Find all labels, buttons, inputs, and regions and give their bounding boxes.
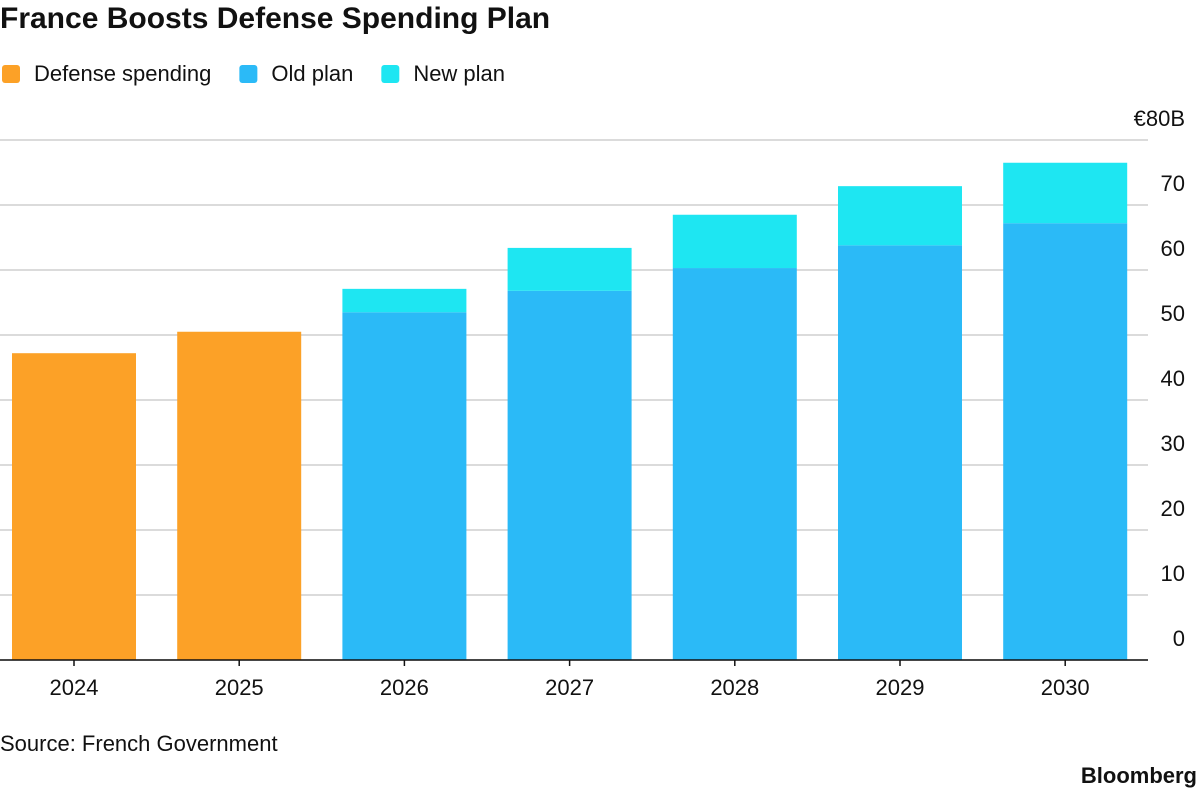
- bar-segment: [672, 214, 797, 269]
- x-tick-label: 2024: [50, 675, 99, 700]
- y-tick-label: 50: [1161, 301, 1185, 326]
- legend-label: Old plan: [271, 61, 353, 86]
- bar-segment: [342, 288, 467, 313]
- brand: Bloomberg: [1081, 763, 1197, 788]
- bar-segment: [507, 290, 632, 660]
- legend-swatch: [239, 65, 258, 83]
- bar-segment: [1003, 223, 1128, 660]
- bar-segment: [1003, 162, 1128, 224]
- y-tick-label: 10: [1161, 561, 1185, 586]
- chart-title: France Boosts Defense Spending Plan: [0, 2, 550, 35]
- y-tick-label: 30: [1161, 431, 1185, 456]
- source: Source: French Government: [0, 731, 278, 756]
- legend-label: Defense spending: [34, 61, 211, 86]
- y-tick-label: 60: [1161, 236, 1185, 261]
- y-tick-label: 0: [1173, 626, 1185, 651]
- y-tick-label: 20: [1161, 496, 1185, 521]
- x-tick-label: 2029: [876, 675, 925, 700]
- y-tick-label: 40: [1161, 366, 1185, 391]
- legend-swatch: [2, 65, 20, 83]
- bar-segment: [838, 245, 962, 661]
- bar-segment: [672, 268, 797, 660]
- legend-swatch: [381, 65, 400, 83]
- y-tick-label: €80B: [1134, 106, 1185, 131]
- legend-label: New plan: [413, 61, 505, 86]
- bar-segment: [342, 312, 467, 660]
- x-tick-label: 2028: [710, 675, 759, 700]
- x-tick-label: 2027: [545, 675, 594, 700]
- bar-segment: [177, 331, 302, 660]
- x-tick-label: 2030: [1041, 675, 1090, 700]
- bar-segment: [507, 247, 632, 291]
- bar-segment: [838, 186, 962, 246]
- bar-segment: [12, 353, 136, 660]
- x-tick-label: 2025: [215, 675, 264, 700]
- x-tick-label: 2026: [380, 675, 429, 700]
- y-tick-label: 70: [1161, 171, 1185, 196]
